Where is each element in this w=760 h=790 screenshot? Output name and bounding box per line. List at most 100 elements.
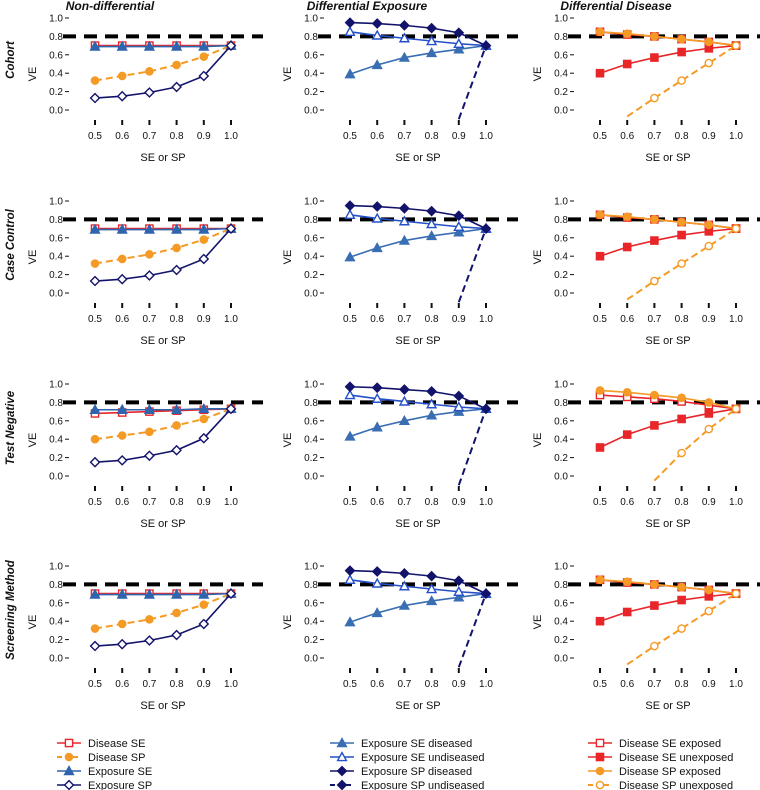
x-tick-label: 0.9 xyxy=(452,497,466,508)
legend-swatch-marker xyxy=(336,751,348,762)
series-line-dd_se_u xyxy=(599,408,737,449)
y-tick-label: 0.2 xyxy=(304,635,318,646)
y-tick-label: 0.8 xyxy=(304,398,318,409)
x-tick-label: 1.0 xyxy=(224,131,238,142)
y-tick-label: 1.0 xyxy=(304,380,318,391)
y-tick-label: 1.0 xyxy=(304,14,318,25)
row-title: Screening Method xyxy=(5,559,17,660)
data-point-dd_sp_u xyxy=(704,424,714,434)
data-point-ns_sp xyxy=(199,235,209,244)
data-point-ex_sp_d xyxy=(344,565,356,576)
data-point-ex_sp_d xyxy=(399,567,410,579)
data-point-ns_sp xyxy=(145,67,154,76)
x-tick-label: 0.5 xyxy=(88,679,102,690)
data-point-ne_se xyxy=(143,223,155,234)
y-tick-label: 0.4 xyxy=(304,69,318,80)
data-point-ne_sp xyxy=(225,403,237,415)
x-tick-label: 0.8 xyxy=(675,314,689,325)
data-point-ex_se_u xyxy=(453,37,465,48)
y-tick-label: 0.6 xyxy=(304,416,318,427)
data-point-ex_sp_d xyxy=(426,22,437,34)
y-tick-label: 0.8 xyxy=(554,32,568,43)
data-point-dd_sp_e xyxy=(595,210,605,220)
data-point-ex_sp_d xyxy=(371,566,383,577)
data-point-ex_se_u xyxy=(344,573,356,585)
data-point-dd_se_u xyxy=(677,595,686,605)
x-tick-label: 0.5 xyxy=(343,497,357,508)
data-point-dd_se_u xyxy=(650,236,659,245)
y-axis-label: VE xyxy=(532,615,544,630)
y-tick-label: 1.0 xyxy=(304,197,318,208)
legend-label: Disease SE unexposed xyxy=(619,752,733,764)
x-tick-label: 0.9 xyxy=(452,314,466,325)
panel: 0.0 0.2 0.4 0.6 0.8 1.0 VE 0.5 0.6 0.7 0.8 0.9 1.0 SE… xyxy=(27,562,263,712)
data-point-dd_se_u xyxy=(622,59,632,69)
y-tick-label: 1.0 xyxy=(554,562,568,573)
x-tick-label: 1.0 xyxy=(729,679,743,690)
y-tick-label: 0.4 xyxy=(304,435,318,446)
legend-label: Disease SE xyxy=(88,738,145,750)
y-tick-label: 0.8 xyxy=(304,32,318,43)
x-tick-label: 1.0 xyxy=(224,497,238,508)
series-line-ex_se_d xyxy=(349,592,487,623)
x-tick-label: 0.7 xyxy=(397,314,411,325)
data-point-ne_se xyxy=(89,40,101,51)
y-tick-label: 0.0 xyxy=(554,106,568,117)
series-line-ne_sp xyxy=(94,593,232,647)
series-group xyxy=(89,222,237,287)
series-group xyxy=(344,565,492,668)
data-point-ns_sp xyxy=(172,60,181,70)
x-axis-label: SE or SP xyxy=(645,152,690,164)
column-title: Differential Disease xyxy=(560,0,671,13)
data-point-ex_se_u xyxy=(426,583,438,594)
data-point-ns_sp xyxy=(172,421,181,430)
x-tick-label: 0.6 xyxy=(370,497,384,508)
data-point-dd_se_u xyxy=(650,53,659,62)
legend-label: Exposure SP undiseased xyxy=(361,780,484,790)
y-tick-label: 0.4 xyxy=(554,435,568,446)
data-point-dd_se_u xyxy=(622,242,632,252)
legend-label: Exposure SE diseased xyxy=(361,738,472,750)
data-point-dd_sp_u xyxy=(677,259,686,268)
y-tick-label: 0.0 xyxy=(554,654,568,665)
data-point-dd_sp_e xyxy=(677,34,686,44)
data-point-ne_sp xyxy=(144,450,155,462)
x-tick-label: 0.5 xyxy=(343,679,357,690)
data-point-ex_se_u xyxy=(344,25,356,37)
y-tick-label: 0.2 xyxy=(554,453,568,464)
panel: 0.0 0.2 0.4 0.6 0.8 1.0 VE 0.5 0.6 0.7 0.8 0.9 1.0 SE… xyxy=(532,197,760,347)
data-point-dd_se_u xyxy=(622,430,632,439)
legend-column: Disease SE exposed Disease SE unexposed Di… xyxy=(588,738,733,790)
legend-label: Exposure SE xyxy=(88,766,152,778)
y-axis-label: VE xyxy=(282,615,294,630)
data-point-ne_se xyxy=(171,403,183,414)
legend-label: Exposure SP xyxy=(88,780,152,790)
y-tick-label: 0.8 xyxy=(304,215,318,226)
x-tick-label: 0.5 xyxy=(88,314,102,325)
data-point-ex_se_u xyxy=(426,35,438,46)
x-axis-label: SE or SP xyxy=(140,152,185,164)
data-point-ex_sp_d xyxy=(371,201,383,212)
y-axis-label: VE xyxy=(282,67,294,82)
data-point-ns_sp xyxy=(172,608,181,618)
data-point-dd_sp_e xyxy=(704,398,714,407)
data-point-ns_sp xyxy=(90,624,100,633)
x-tick-label: 0.8 xyxy=(425,679,439,690)
data-point-ex_se_u xyxy=(371,29,383,40)
y-tick-label: 0.0 xyxy=(554,472,568,483)
panel: 0.0 0.2 0.4 0.6 0.8 1.0 VE 0.5 0.6 0.7 0.8 0.9 1.0 SE… xyxy=(27,14,263,164)
y-tick-label: 0.4 xyxy=(304,617,318,628)
y-tick-label: 0.0 xyxy=(554,289,568,300)
panel: 0.0 0.2 0.4 0.6 0.8 1.0 VE 0.5 0.6 0.7 0.8 0.9 1.0 SE… xyxy=(27,380,263,530)
x-tick-label: 0.7 xyxy=(142,497,156,508)
y-axis-label: VE xyxy=(27,67,39,82)
series-line-dd_sp_e xyxy=(599,389,737,410)
data-point-dd_se_u xyxy=(595,251,605,261)
series-line-ex_se_u xyxy=(349,31,487,47)
x-tick-label: 1.0 xyxy=(224,679,238,690)
data-point-ns_sp xyxy=(199,600,209,609)
x-tick-label: 1.0 xyxy=(479,131,493,142)
y-tick-label: 0.6 xyxy=(49,598,63,609)
data-point-ns_sp xyxy=(145,250,154,259)
data-point-ne_sp xyxy=(89,92,101,104)
